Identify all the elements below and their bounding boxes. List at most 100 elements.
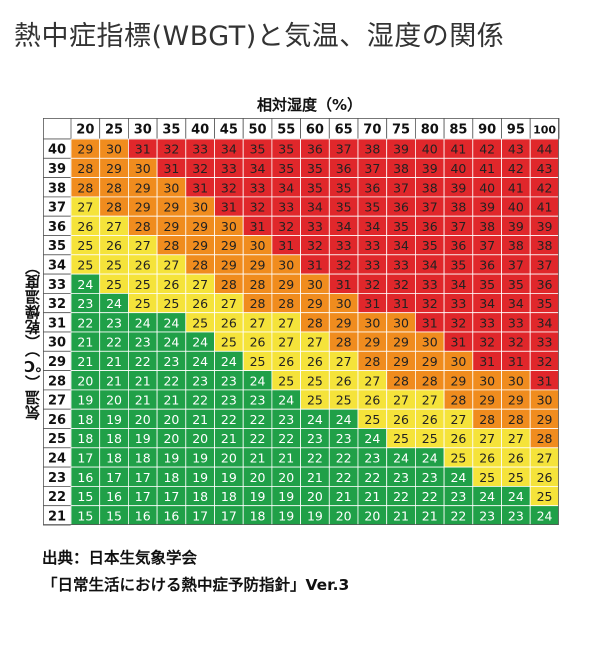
- cell-value-label: 27: [450, 412, 466, 427]
- cell-value-label: 30: [508, 373, 524, 388]
- cell-value-label: 25: [221, 335, 237, 350]
- cell-value-label: 32: [192, 161, 208, 176]
- cell-value-label: 33: [479, 315, 495, 330]
- humidity-tick-label: 75: [392, 123, 410, 138]
- cell-value-label: 40: [450, 161, 466, 176]
- cell-value-label: 24: [393, 450, 409, 465]
- cell-value-label: 35: [479, 277, 495, 292]
- cell-value-label: 27: [278, 335, 294, 350]
- cell-value-label: 32: [336, 257, 352, 272]
- cell-value-label: 36: [422, 219, 438, 234]
- cell-value-label: 22: [336, 470, 352, 485]
- cell-value-label: 21: [422, 508, 438, 523]
- cell-value-label: 20: [336, 508, 352, 523]
- humidity-tick-label: 100: [533, 124, 556, 137]
- cell-value-label: 33: [192, 142, 208, 157]
- cell-value-label: 30: [450, 354, 466, 369]
- cell-value-label: 36: [393, 200, 409, 215]
- cell-value-label: 34: [278, 180, 294, 195]
- cell-value-label: 21: [106, 354, 122, 369]
- humidity-tick-label: 65: [335, 123, 353, 138]
- cell-value-label: 31: [307, 257, 323, 272]
- cell-value-label: 31: [221, 200, 237, 215]
- cell-value-label: 23: [364, 450, 380, 465]
- cell-value-label: 24: [192, 354, 208, 369]
- cell-value-label: 23: [508, 508, 524, 523]
- cell-value-label: 20: [250, 470, 266, 485]
- cell-value-label: 29: [364, 335, 380, 350]
- cell-value-label: 37: [336, 142, 352, 157]
- cell-value-label: 25: [106, 257, 122, 272]
- cell-value-label: 38: [422, 180, 438, 195]
- cell-value-label: 32: [307, 238, 323, 253]
- cell-value-label: 24: [422, 450, 438, 465]
- cell-value-label: 30: [221, 219, 237, 234]
- cell-value-label: 18: [106, 450, 122, 465]
- cell-value-label: 19: [135, 431, 151, 446]
- temperature-tick-label: 34: [48, 258, 66, 273]
- cell-value-label: 35: [393, 219, 409, 234]
- cell-value-label: 21: [163, 393, 179, 408]
- cell-value-label: 29: [163, 200, 179, 215]
- cell-value-label: 28: [393, 373, 409, 388]
- cell-value-label: 32: [221, 180, 237, 195]
- cell-value-label: 23: [221, 373, 237, 388]
- cell-value-label: 26: [479, 450, 495, 465]
- cell-value-label: 20: [163, 431, 179, 446]
- cell-value-label: 17: [221, 508, 237, 523]
- cell-value-label: 17: [135, 470, 151, 485]
- cell-value-label: 32: [163, 142, 179, 157]
- cell-value-label: 31: [393, 296, 409, 311]
- cell-value-label: 38: [393, 161, 409, 176]
- cell-value-label: 36: [307, 142, 323, 157]
- cell-value-label: 28: [77, 161, 93, 176]
- cell-value-label: 20: [307, 489, 323, 504]
- cell-value-label: 31: [537, 373, 553, 388]
- cell-value-label: 22: [221, 412, 237, 427]
- cell-value-label: 33: [393, 257, 409, 272]
- cell-value-label: 26: [106, 238, 122, 253]
- cell-value-label: 37: [508, 257, 524, 272]
- cell-value-label: 28: [364, 354, 380, 369]
- cell-value-label: 21: [393, 508, 409, 523]
- cell-value-label: 28: [192, 257, 208, 272]
- cell-value-label: 38: [479, 219, 495, 234]
- cell-value-label: 35: [336, 200, 352, 215]
- cell-value-label: 26: [364, 393, 380, 408]
- cell-value-label: 23: [135, 335, 151, 350]
- cell-value-label: 27: [364, 373, 380, 388]
- cell-value-label: 33: [508, 315, 524, 330]
- cell-value-label: 30: [250, 238, 266, 253]
- cell-value-label: 25: [135, 296, 151, 311]
- cell-value-label: 31: [135, 142, 151, 157]
- cell-value-label: 28: [450, 393, 466, 408]
- temperature-tick-label: 39: [48, 162, 66, 177]
- cell-value-label: 30: [537, 393, 553, 408]
- cell-value-label: 27: [537, 450, 553, 465]
- cell-value-label: 31: [479, 354, 495, 369]
- cell-value-label: 31: [364, 296, 380, 311]
- cell-value-label: 26: [336, 373, 352, 388]
- cell-value-label: 25: [278, 373, 294, 388]
- cell-value-label: 18: [135, 450, 151, 465]
- cell-value-label: 20: [278, 470, 294, 485]
- cell-value-label: 41: [479, 161, 495, 176]
- humidity-tick-label: 95: [507, 123, 525, 138]
- cell-value-label: 18: [221, 489, 237, 504]
- cell-value-label: 34: [479, 296, 495, 311]
- cell-value-label: 27: [278, 315, 294, 330]
- temperature-tick-label: 35: [48, 239, 66, 254]
- cell-value-label: 22: [250, 412, 266, 427]
- heatmap-border: [43, 118, 559, 526]
- cell-value-label: 19: [163, 450, 179, 465]
- cell-value-label: 34: [393, 238, 409, 253]
- cell-value-label: 22: [77, 315, 93, 330]
- temperature-tick-label: 28: [48, 374, 66, 389]
- cell-value-label: 30: [135, 161, 151, 176]
- cell-value-label: 30: [163, 180, 179, 195]
- cell-value-label: 20: [221, 450, 237, 465]
- cell-value-label: 34: [250, 161, 266, 176]
- cell-value-label: 15: [77, 489, 93, 504]
- cell-value-label: 28: [537, 431, 553, 446]
- cell-value-label: 33: [307, 219, 323, 234]
